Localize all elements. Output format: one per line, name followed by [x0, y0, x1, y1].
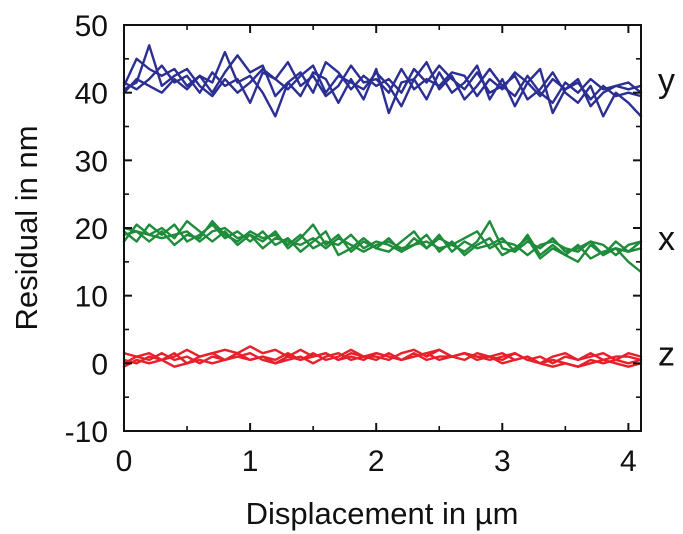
y-tick-label: 30 — [75, 145, 108, 178]
y-tick-label: 20 — [75, 213, 108, 246]
series-y-trace-2 — [122, 44, 643, 108]
x-tick-label: 3 — [494, 445, 511, 478]
series-y-trace-3 — [122, 61, 643, 105]
y-tick-label: 50 — [75, 10, 108, 43]
x-axis-ticks — [123, 25, 630, 431]
y-axis-tick-labels: -10 0 10 20 30 40 50 — [65, 10, 108, 449]
x-tick-label: 1 — [242, 445, 259, 478]
x-axis-tick-labels: 0 1 2 3 4 — [116, 445, 637, 478]
series-y-trace-1 — [122, 54, 643, 118]
series-z-trace-4 — [122, 352, 643, 368]
y-axis-title: Residual in nm — [9, 125, 44, 330]
y-tick-label: 40 — [75, 78, 108, 111]
x-tick-label: 0 — [116, 445, 133, 478]
series-label-y: y — [658, 62, 675, 100]
plot-traces — [122, 44, 643, 368]
series-label-z: z — [658, 336, 675, 374]
series-z-trace-3 — [122, 348, 643, 365]
x-tick-label: 2 — [368, 445, 385, 478]
y-tick-label: -10 — [65, 416, 108, 449]
series-label-x: x — [658, 220, 675, 258]
x-axis-title: Displacement in µm — [246, 496, 519, 531]
y-tick-label: 10 — [75, 281, 108, 314]
series-labels: y x z — [658, 62, 675, 374]
x-tick-label: 4 — [620, 445, 637, 478]
y-tick-label: 0 — [91, 348, 108, 381]
series-x-trace-4 — [122, 226, 643, 257]
series-y-trace-4 — [122, 50, 643, 118]
series-x-trace-2 — [122, 219, 643, 257]
y-axis-ticks — [124, 24, 641, 432]
